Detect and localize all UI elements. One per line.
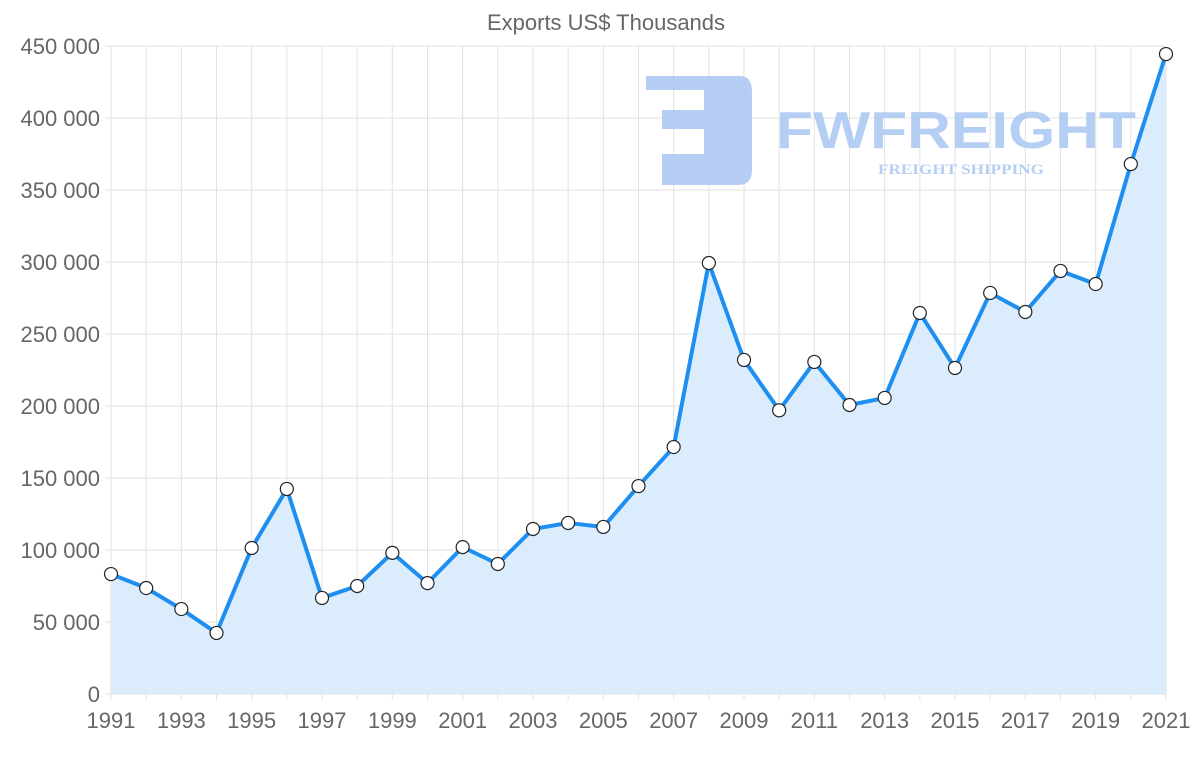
x-tick-label: 2013 [860, 708, 909, 733]
x-tick-label: 1995 [227, 708, 276, 733]
x-tick-label: 1997 [298, 708, 347, 733]
data-point[interactable] [455, 540, 470, 555]
x-tick-label: 2021 [1142, 708, 1191, 733]
x-tick-label: 2005 [579, 708, 628, 733]
data-point[interactable] [701, 255, 716, 271]
y-tick-label: 150 000 [20, 466, 100, 491]
x-tick-label: 2017 [1001, 708, 1050, 733]
watermark-tagline: FREIGHT SHIPPING [878, 162, 1044, 178]
x-tick-label: 2003 [509, 708, 558, 733]
data-point[interactable] [139, 580, 154, 596]
data-point[interactable] [1018, 304, 1033, 320]
data-point[interactable] [912, 305, 927, 321]
data-point[interactable] [385, 545, 400, 560]
y-tick-label: 450 000 [20, 34, 100, 59]
y-tick-label: 350 000 [20, 178, 100, 203]
data-point[interactable] [947, 360, 963, 376]
data-point[interactable] [807, 354, 822, 370]
data-point[interactable] [314, 590, 330, 606]
data-point[interactable] [842, 397, 857, 413]
logo-mark [646, 76, 752, 185]
y-tick-label: 0 [88, 682, 100, 707]
data-point[interactable] [1123, 156, 1138, 172]
chart-title: Exports US$ Thousands [487, 10, 725, 35]
data-point[interactable] [420, 576, 435, 591]
y-tick-label: 200 000 [20, 394, 100, 419]
x-tick-label: 2015 [931, 708, 980, 733]
data-point[interactable] [736, 352, 752, 368]
data-point[interactable] [666, 439, 681, 455]
x-tick-label: 1993 [157, 708, 206, 733]
y-tick-label: 50 000 [33, 610, 100, 635]
data-point[interactable] [877, 390, 892, 406]
area-fill [111, 54, 1166, 694]
y-tick-label: 250 000 [20, 322, 100, 347]
y-tick-label: 400 000 [20, 106, 100, 131]
data-point[interactable] [772, 403, 787, 418]
y-tick-label: 300 000 [20, 250, 100, 275]
x-tick-label: 2011 [791, 708, 838, 733]
data-point[interactable] [631, 478, 646, 494]
y-axis-ticks: 0 50 000 100 000 150 000 200 000 250 000 300 0… [20, 34, 100, 707]
data-point[interactable] [174, 601, 189, 617]
data-point[interactable] [103, 566, 119, 582]
x-tick-label: 2007 [649, 708, 698, 733]
data-point[interactable] [350, 578, 365, 594]
data-point[interactable] [279, 481, 294, 497]
x-tick-label: 1991 [87, 708, 136, 733]
watermark-brand: FWFREIGHT [776, 102, 1136, 160]
data-point[interactable] [561, 515, 576, 531]
data-point[interactable] [525, 521, 541, 537]
x-tick-label: 1999 [368, 708, 417, 733]
y-tick-label: 100 000 [20, 538, 100, 563]
data-point[interactable] [209, 625, 224, 641]
data-point[interactable] [1053, 263, 1068, 279]
data-point[interactable] [490, 556, 505, 572]
data-points [103, 46, 1174, 641]
data-point[interactable] [596, 519, 611, 535]
data-point[interactable] [1088, 276, 1103, 292]
watermark-logo: FWFREIGHT FREIGHT SHIPPING [646, 76, 1136, 185]
data-point[interactable] [244, 540, 259, 556]
x-tick-label: 2001 [438, 708, 487, 733]
x-tick-label: 2009 [720, 708, 769, 733]
data-point[interactable] [1158, 46, 1174, 62]
x-tick-label: 2019 [1071, 708, 1120, 733]
x-axis-ticks: 1991 1993 1995 1997 1999 2001 2003 2005 2007 2009… [87, 708, 1191, 733]
data-point[interactable] [983, 285, 998, 301]
